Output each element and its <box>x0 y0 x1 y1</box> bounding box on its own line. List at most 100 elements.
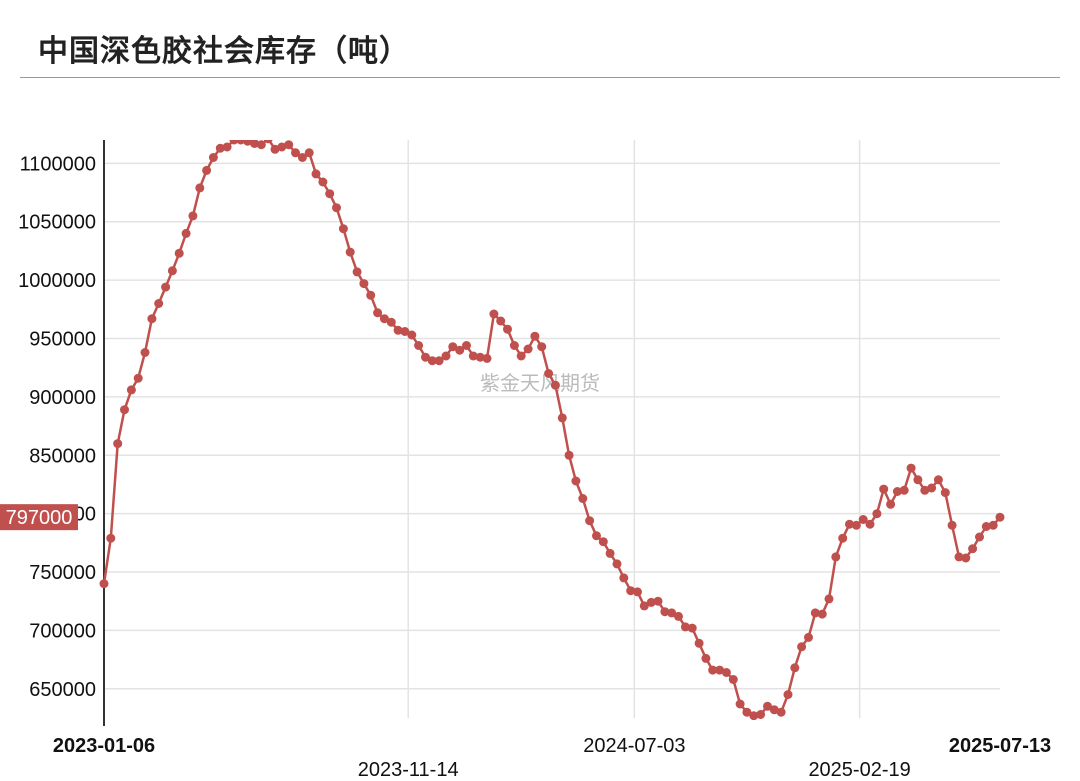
data-point <box>892 487 902 496</box>
data-point <box>585 516 595 526</box>
y-tick-label: 900000 <box>29 387 96 409</box>
data-point <box>605 548 615 558</box>
data-point <box>489 309 499 319</box>
data-point <box>482 353 492 363</box>
data-point <box>646 597 656 607</box>
data-point <box>325 189 335 199</box>
series-layer <box>99 140 1005 720</box>
data-point <box>769 705 779 715</box>
data-point <box>927 483 937 493</box>
data-point <box>126 385 136 395</box>
data-point <box>99 579 109 589</box>
data-point <box>708 665 718 675</box>
data-point <box>981 522 991 531</box>
data-point <box>318 177 328 187</box>
data-point <box>236 140 246 145</box>
current-value-marker: 797000 <box>0 504 78 531</box>
data-point <box>667 608 677 618</box>
data-point <box>578 494 588 503</box>
data-point <box>933 475 943 485</box>
data-point <box>913 475 923 485</box>
watermark: 紫金天风期货 <box>480 371 600 395</box>
data-point <box>557 413 567 423</box>
data-point <box>783 690 793 700</box>
data-point <box>756 710 766 719</box>
current-value-box <box>0 504 78 531</box>
data-point <box>379 314 389 324</box>
data-point <box>441 351 451 361</box>
data-point <box>304 148 314 158</box>
data-point <box>215 143 225 153</box>
data-point <box>626 586 636 596</box>
data-point <box>886 499 896 509</box>
data-point <box>872 509 882 519</box>
data-point <box>694 638 704 648</box>
data-point <box>181 228 191 238</box>
data-point <box>537 342 547 352</box>
data-point <box>455 345 465 355</box>
data-point <box>352 267 362 277</box>
tick-labels: 6500007000007500008000008500009000009500… <box>18 153 1051 781</box>
data-point <box>120 405 129 415</box>
x-tick-label: 2025-02-19 <box>808 759 910 781</box>
data-point <box>277 142 287 152</box>
data-point <box>544 369 554 378</box>
data-point <box>947 520 957 530</box>
data-point <box>414 341 424 350</box>
data-point <box>660 607 670 617</box>
data-point <box>612 559 622 569</box>
data-point <box>845 519 854 529</box>
page-title: 中国深色胶社会库存（吨） <box>38 34 410 69</box>
data-point <box>400 327 410 336</box>
data-point <box>270 144 280 154</box>
data-point <box>824 594 834 604</box>
data-point <box>728 675 738 684</box>
data-point <box>462 341 471 350</box>
data-point <box>208 153 218 162</box>
data-point <box>879 484 889 494</box>
title-divider <box>20 77 1060 78</box>
data-point <box>550 380 560 390</box>
grid-lines <box>104 140 1000 718</box>
data-point <box>243 140 253 146</box>
data-point <box>161 282 171 292</box>
data-point <box>345 247 355 257</box>
data-point <box>393 325 403 335</box>
data-point <box>154 299 164 308</box>
y-tick-label: 650000 <box>29 679 96 701</box>
data-point <box>592 531 601 541</box>
y-tick-label: 750000 <box>29 562 96 584</box>
data-point <box>831 552 841 562</box>
data-point <box>674 611 683 621</box>
data-point <box>195 183 205 193</box>
data-point <box>263 140 273 144</box>
data-point <box>256 140 266 150</box>
data-point <box>797 642 807 652</box>
data-point <box>975 532 984 542</box>
x-tick-label: 2024-07-03 <box>583 735 685 757</box>
current-value-label: 797000 <box>6 507 73 529</box>
y-tick-label: 1050000 <box>18 212 96 234</box>
data-point <box>995 512 1005 522</box>
data-point <box>961 553 971 563</box>
data-point <box>988 520 998 530</box>
data-point <box>503 324 512 334</box>
data-point <box>284 140 294 150</box>
data-point <box>742 707 752 717</box>
data-point <box>940 488 950 498</box>
data-point <box>865 519 875 529</box>
data-point <box>496 316 506 326</box>
data-point <box>229 140 239 145</box>
data-point <box>332 203 341 213</box>
data-point <box>174 248 184 258</box>
data-point <box>359 279 369 289</box>
y-tick-label: 950000 <box>29 329 96 351</box>
data-point <box>366 290 376 300</box>
data-point <box>427 356 437 366</box>
data-point <box>140 348 150 357</box>
data-point <box>810 608 820 618</box>
data-point <box>899 485 909 495</box>
data-point <box>475 352 485 362</box>
x-tick-label: 2025-07-13 <box>949 735 1051 757</box>
data-point <box>407 330 417 340</box>
